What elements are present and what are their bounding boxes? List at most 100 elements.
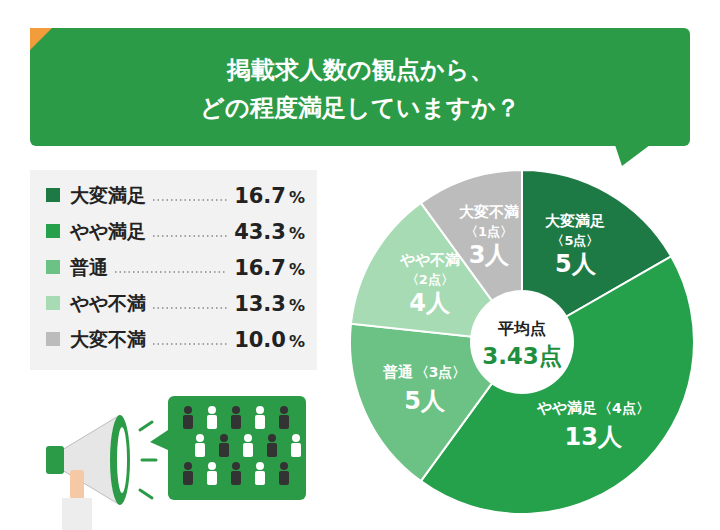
slice-name: 大変満足: [545, 212, 605, 230]
person-head: [220, 434, 228, 442]
person-body: [183, 415, 193, 429]
legend-swatch: [46, 188, 60, 202]
legend-box: [30, 170, 317, 370]
legend-leader: [153, 343, 227, 345]
slice-name: 大変不満: [459, 203, 519, 221]
slice-score: 〈1点〉: [465, 224, 513, 239]
title: 掲載求人数の観点から、: [226, 56, 494, 84]
legend-value: 13.3%: [234, 292, 305, 316]
legend-value-unit: %: [289, 332, 305, 351]
legend-label: やや不満: [69, 292, 146, 314]
person-body: [255, 415, 265, 429]
legend-value-number: 16.7: [234, 184, 286, 208]
pie-center: [470, 290, 574, 394]
person-body: [231, 415, 241, 429]
slice-name: やや満足: [536, 399, 597, 417]
legend-value-number: 13.3: [234, 292, 286, 316]
person-body: [255, 471, 265, 485]
slice-labels: 大変満足〈5点〉5人やや満足〈4点〉13人普通〈3点〉5人やや不満〈2点〉4人大…: [382, 203, 650, 452]
legend: 大変満足 16.7% やや満足 43.3% 普通 16.7% やや不満 13.3% 大変不満 10…: [30, 170, 317, 370]
title-bubble: 掲載求人数の観点から、どの程度満足していますか？: [30, 28, 690, 166]
slice-count: 13人: [565, 423, 623, 451]
people-bubble-tail: [150, 430, 168, 450]
legend-value-unit: %: [289, 260, 305, 279]
sleeve: [62, 498, 92, 530]
legend-value-unit: %: [289, 224, 305, 243]
person-head: [292, 434, 300, 442]
slice-score: 〈5点〉: [551, 233, 599, 248]
legend-value: 10.0%: [234, 328, 305, 352]
person-head: [268, 434, 276, 442]
megaphone-back: [46, 446, 64, 474]
people-bubble: [168, 396, 306, 500]
person-head: [256, 406, 264, 414]
person-head: [232, 406, 240, 414]
legend-label: 普通: [69, 256, 108, 278]
person-body: [279, 471, 289, 485]
person-body: [231, 471, 241, 485]
legend-swatch: [46, 224, 60, 238]
legend-swatch: [46, 296, 60, 310]
bubble-tail: [615, 145, 650, 166]
average-label: 平均点: [497, 319, 546, 338]
person-body: [243, 443, 253, 457]
legend-swatch: [46, 260, 60, 274]
slice-count: 4人: [409, 289, 451, 317]
megaphone-mouth: [117, 427, 127, 493]
person-body: [267, 443, 277, 457]
slice-score: 〈3点〉: [415, 364, 467, 380]
legend-value: 16.7%: [234, 184, 305, 208]
bubble-corner: [30, 28, 52, 50]
person-head: [280, 406, 288, 414]
hand: [70, 470, 84, 500]
person-body: [279, 415, 289, 429]
sound-line: [140, 422, 152, 430]
slice-score: 〈4点〉: [598, 400, 650, 416]
legend-swatch: [46, 332, 60, 346]
legend-label: 大変不満: [70, 328, 146, 350]
slice-score: 〈2点〉: [406, 272, 454, 287]
person-head: [208, 406, 216, 414]
chart: 掲載求人数の観点から、どの程度満足していますか？ 大変満足 16.7% やや満足 43.…: [0, 0, 720, 530]
slice-name: やや不満: [399, 251, 460, 269]
pie: [350, 170, 694, 514]
legend-label: 大変満足: [70, 184, 146, 206]
person-head: [184, 462, 192, 470]
person-body: [219, 443, 229, 457]
slice-count: 3人: [469, 241, 511, 269]
title: どの程度満足していますか？: [200, 94, 520, 122]
legend-value-unit: %: [289, 188, 305, 207]
legend-value-number: 16.7: [234, 256, 286, 280]
person-head: [244, 434, 252, 442]
legend-leader: [115, 271, 227, 273]
person-body: [207, 415, 217, 429]
average-value: 3.43点: [482, 343, 562, 369]
person-head: [232, 462, 240, 470]
legend-value: 16.7%: [234, 256, 305, 280]
legend-value-number: 43.3: [234, 220, 286, 244]
person-body: [195, 443, 205, 457]
legend-value-number: 10.0: [234, 328, 286, 352]
illustration: [46, 396, 306, 530]
legend-leader: [153, 199, 227, 201]
person-body: [183, 471, 193, 485]
person-head: [208, 462, 216, 470]
legend-leader: [153, 235, 227, 237]
person-head: [184, 406, 192, 414]
megaphone-rim: [110, 415, 130, 505]
slice-count: 5人: [555, 250, 597, 278]
slice-count: 5人: [404, 387, 446, 415]
legend-value-unit: %: [289, 296, 305, 315]
person-head: [280, 462, 288, 470]
legend-label: やや満足: [69, 220, 146, 242]
person-body: [207, 471, 217, 485]
legend-value: 43.3%: [234, 220, 305, 244]
bubble-body: [30, 28, 690, 146]
legend-leader: [153, 307, 227, 309]
slice-name: 普通: [382, 363, 414, 381]
sound-line: [140, 490, 152, 498]
person-head: [196, 434, 204, 442]
sound-line: [142, 459, 156, 462]
person-body: [291, 443, 301, 457]
person-head: [256, 462, 264, 470]
